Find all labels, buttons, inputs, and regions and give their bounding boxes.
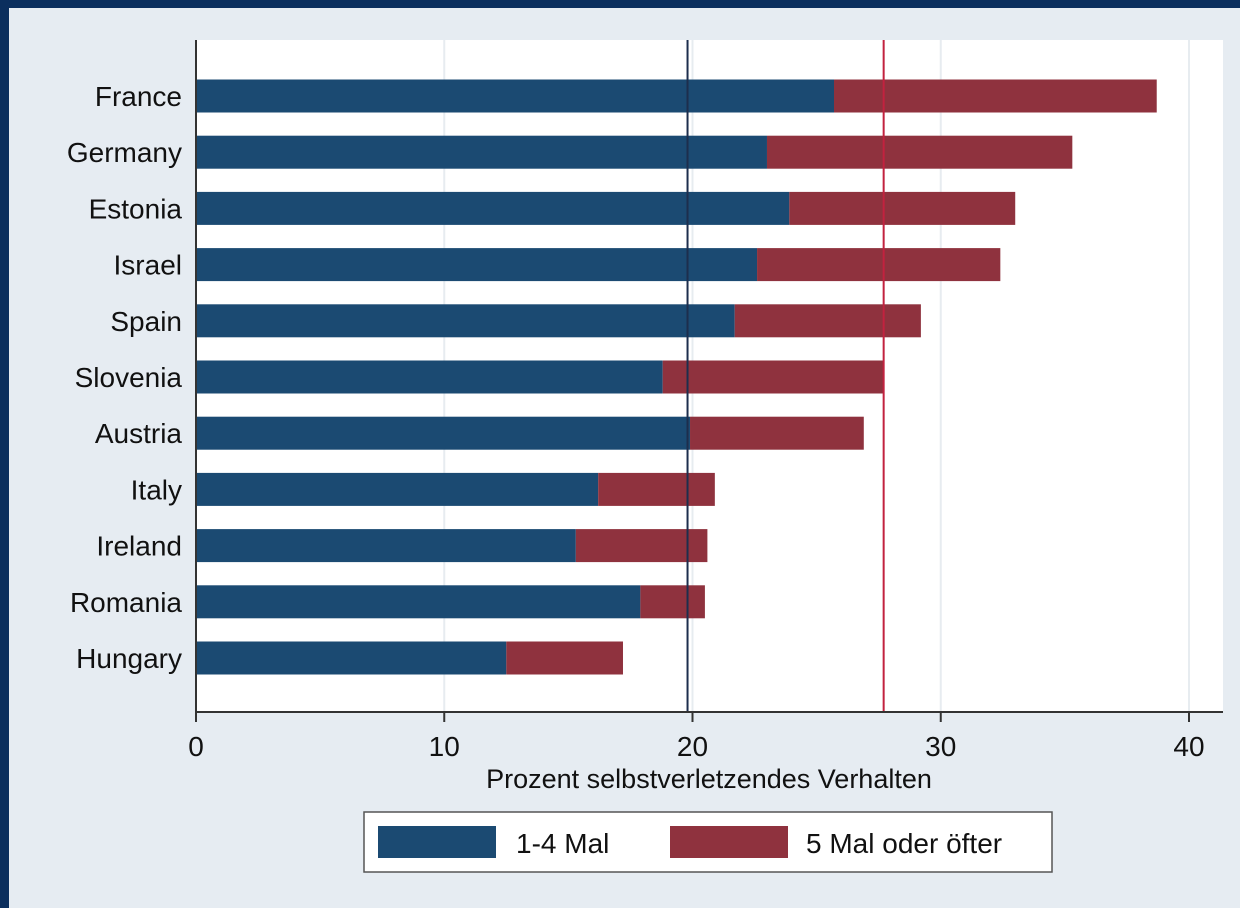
x-tick-label-20: 20 <box>677 731 708 762</box>
category-label-israel: Israel <box>114 250 182 281</box>
legend-swatch-1-4-mal <box>378 826 496 858</box>
bars <box>196 79 1157 675</box>
category-label-italy: Italy <box>131 474 182 505</box>
bar-ireland-5-mal-oder-oefter <box>575 529 708 563</box>
category-label-hungary: Hungary <box>76 643 182 674</box>
bar-romania-5-mal-oder-oefter <box>640 585 705 619</box>
bar-slovenia-1-4-mal <box>196 360 663 394</box>
category-label-romania: Romania <box>70 587 182 618</box>
x-tick-label-10: 10 <box>429 731 460 762</box>
bar-israel-1-4-mal <box>196 248 758 282</box>
category-labels: France Germany Estonia Israel Spain Slovenia A… <box>67 81 183 674</box>
bar-spain-5-mal-oder-oefter <box>734 304 921 338</box>
bar-hungary-1-4-mal <box>196 641 507 675</box>
category-label-france: France <box>95 81 182 112</box>
bar-hungary-5-mal-oder-oefter <box>506 641 623 675</box>
category-label-austria: Austria <box>95 418 183 449</box>
bar-germany-5-mal-oder-oefter <box>766 135 1073 169</box>
bar-italy-1-4-mal <box>196 472 599 506</box>
bar-ireland-1-4-mal <box>196 529 576 563</box>
bar-austria-5-mal-oder-oefter <box>690 416 864 450</box>
bar-estonia-1-4-mal <box>196 191 790 225</box>
legend-swatch-5-mal-oder-oefter <box>670 826 788 858</box>
bar-germany-1-4-mal <box>196 135 767 169</box>
bar-slovenia-5-mal-oder-oefter <box>662 360 884 394</box>
x-tick-label-30: 30 <box>925 731 956 762</box>
legend-label-1-4-mal: 1-4 Mal <box>516 828 609 859</box>
legend: 1-4 Mal 5 Mal oder öfter <box>363 811 1053 873</box>
category-label-germany: Germany <box>67 137 182 168</box>
category-label-ireland: Ireland <box>96 531 182 562</box>
x-ticks: 0 10 20 30 40 <box>188 712 1205 762</box>
bar-israel-5-mal-oder-oefter <box>757 248 1001 282</box>
category-label-slovenia: Slovenia <box>75 362 183 393</box>
bar-france-5-mal-oder-oefter <box>834 79 1157 113</box>
bar-estonia-5-mal-oder-oefter <box>789 191 1016 225</box>
category-label-estonia: Estonia <box>89 193 183 224</box>
bar-spain-1-4-mal <box>196 304 735 338</box>
x-axis-title: Prozent selbstverletzendes Verhalten <box>486 764 932 794</box>
x-tick-label-40: 40 <box>1173 731 1204 762</box>
bar-romania-1-4-mal <box>196 585 641 619</box>
x-tick-label-0: 0 <box>188 731 204 762</box>
legend-label-5-mal-oder-oefter: 5 Mal oder öfter <box>806 828 1002 859</box>
bar-france-1-4-mal <box>196 79 835 113</box>
bar-austria-1-4-mal <box>196 416 691 450</box>
bar-italy-5-mal-oder-oefter <box>598 472 715 506</box>
reference-lines <box>686 40 885 712</box>
category-label-spain: Spain <box>110 306 182 337</box>
